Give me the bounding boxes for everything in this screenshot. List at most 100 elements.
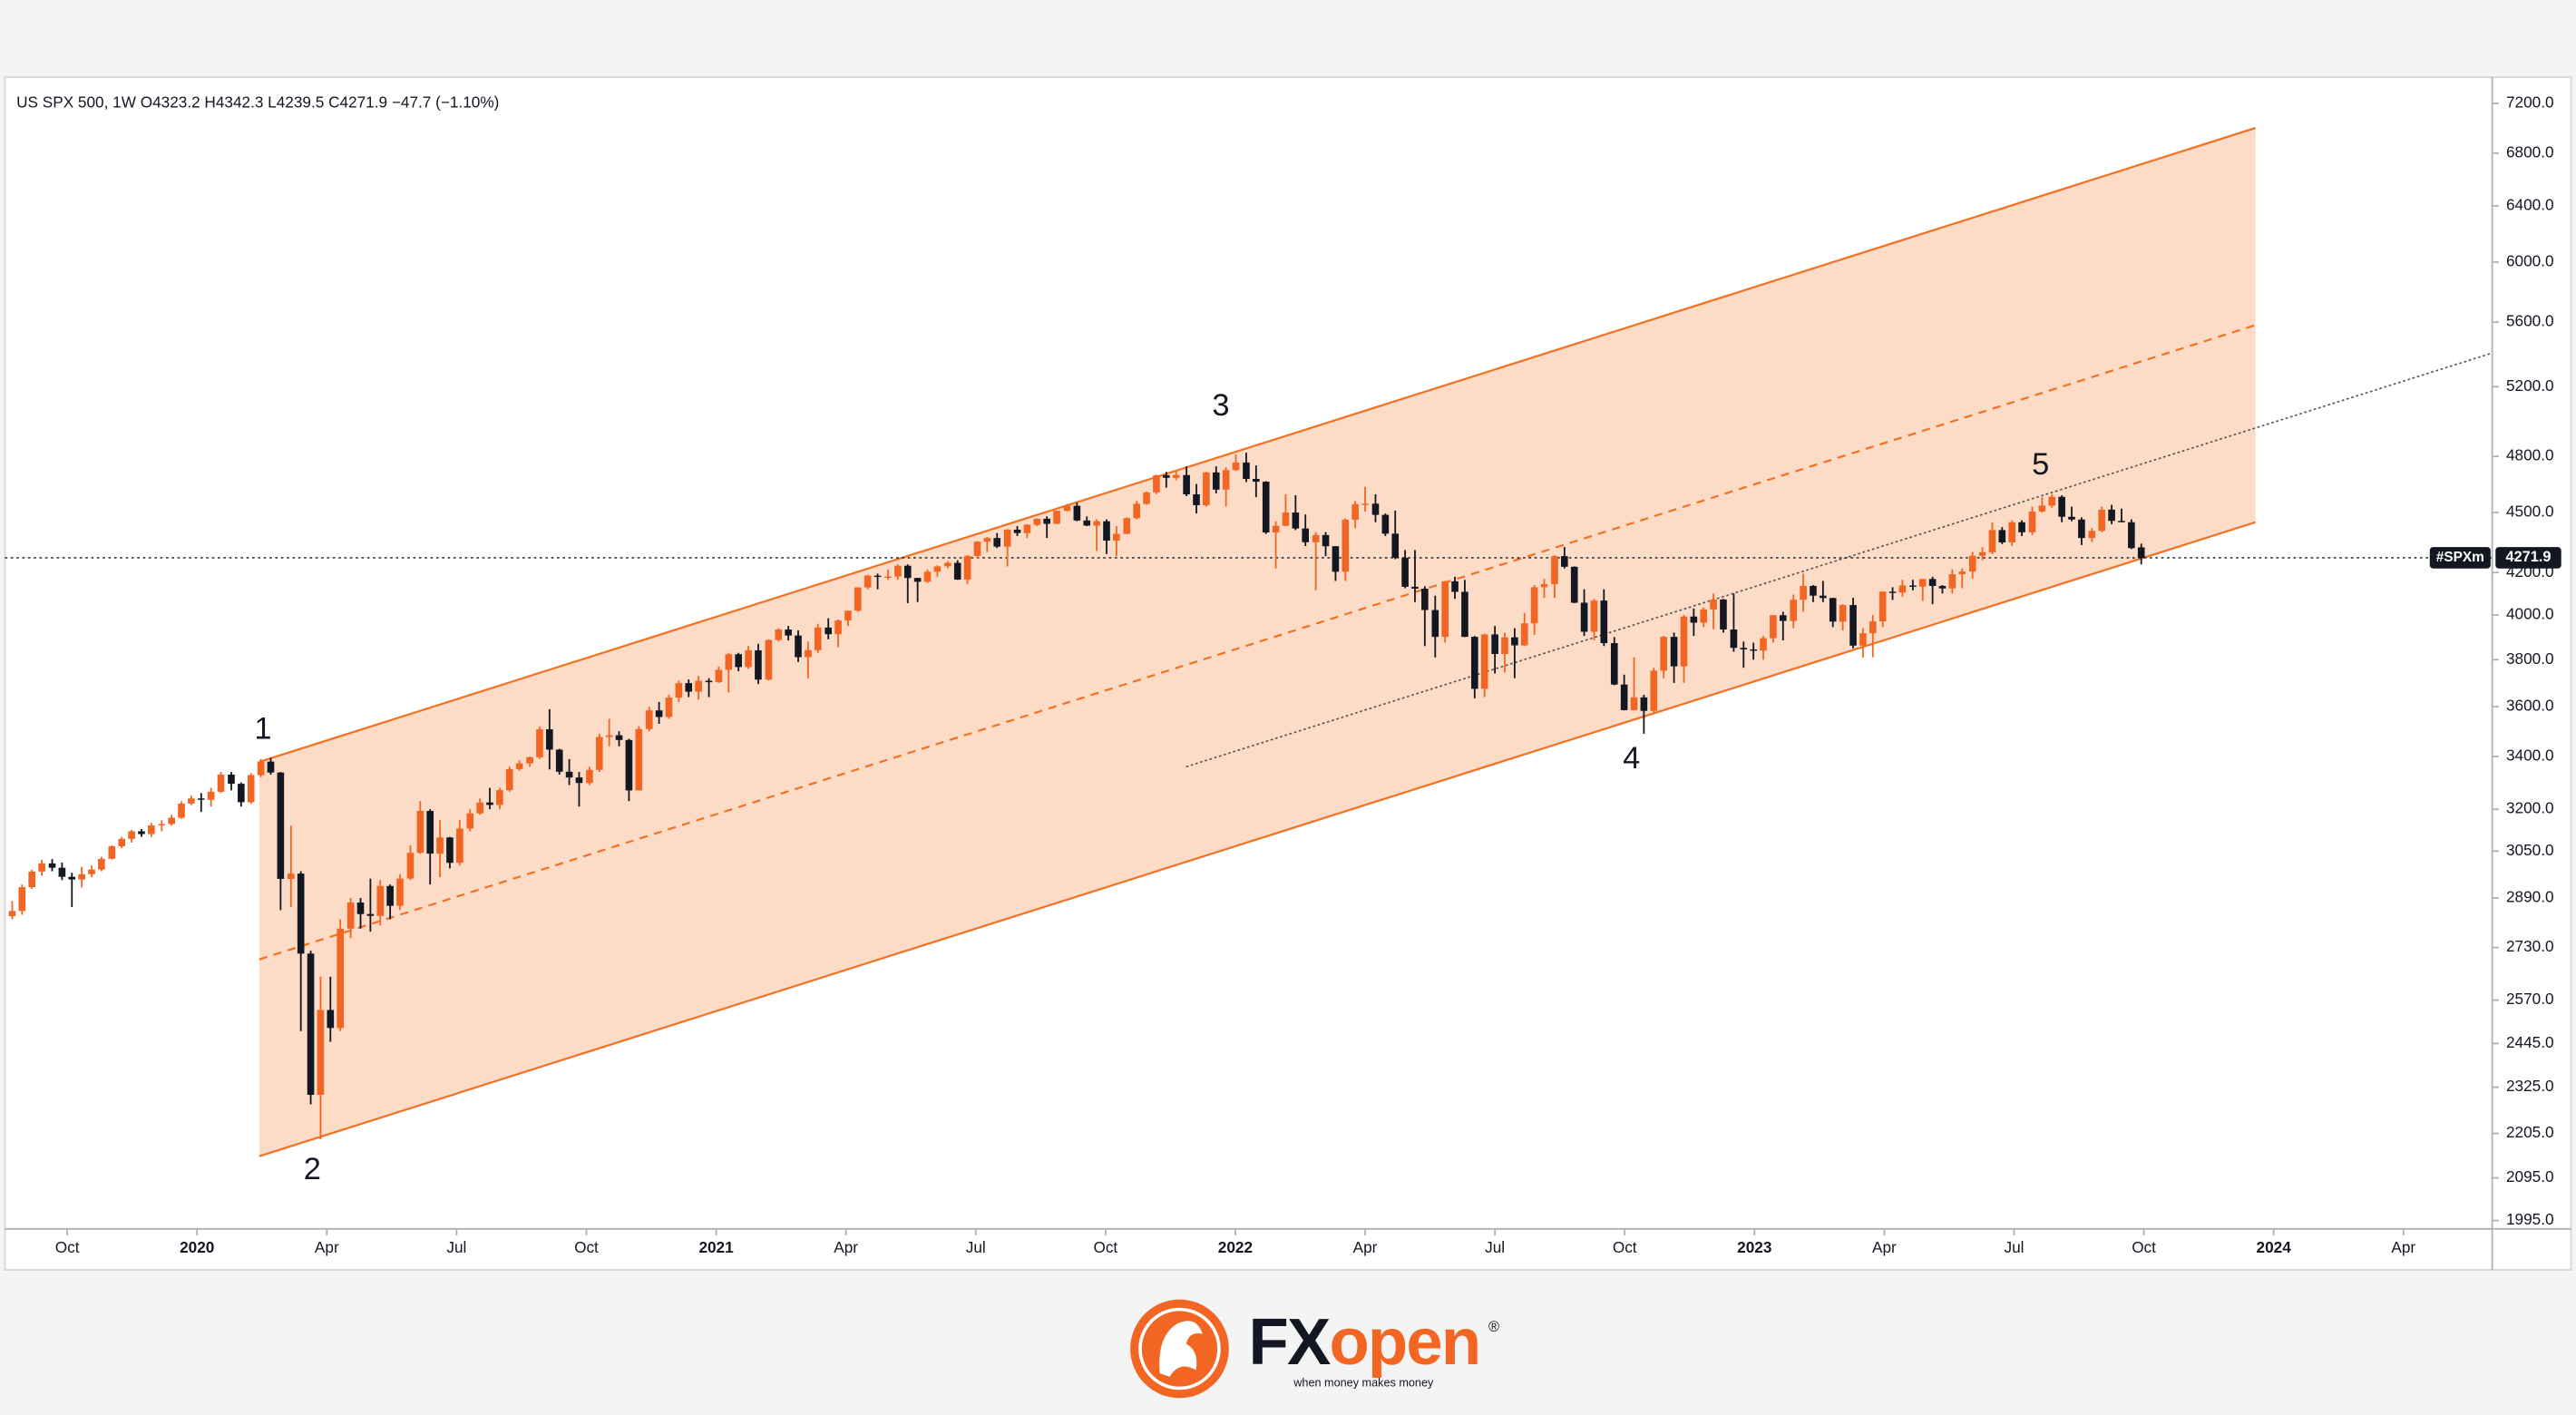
candle-body <box>1640 697 1648 711</box>
candle-body <box>8 911 16 917</box>
candle-body <box>933 566 942 572</box>
candle-body <box>346 902 355 929</box>
candle-body <box>755 649 762 680</box>
y-tick-label: 3200.0 <box>2506 799 2554 817</box>
candle-body <box>586 769 593 784</box>
x-tick-label: 2024 <box>2257 1238 2292 1256</box>
channel-upper <box>259 127 2256 763</box>
candle-body <box>1153 474 1160 493</box>
candle-body <box>197 798 205 800</box>
candle-body <box>158 824 166 826</box>
y-tick-label: 6000.0 <box>2506 252 2554 270</box>
candle-body <box>1770 615 1777 639</box>
candle-body <box>1888 591 1897 593</box>
candle-body <box>1720 599 1727 630</box>
candle-body <box>993 538 1001 547</box>
candle-body <box>1292 512 1300 529</box>
candle-body <box>1829 598 1837 622</box>
candle-body <box>128 831 135 839</box>
candle-body <box>1172 474 1180 478</box>
symbol-tag <box>2429 547 2491 569</box>
x-tick-label: Apr <box>1353 1238 1378 1256</box>
candle-body <box>1232 462 1240 471</box>
candle-body <box>1103 521 1110 542</box>
candle-body <box>1411 586 1419 589</box>
candle-body <box>1322 534 1330 547</box>
candle-body <box>48 863 56 868</box>
candle-body <box>446 837 454 864</box>
candle-body <box>1143 492 1150 504</box>
candle-body <box>138 831 145 834</box>
y-tick-label: 4500.0 <box>2506 503 2554 521</box>
logo-tagline: when money makes money <box>1293 1376 1434 1389</box>
candle-body <box>238 784 245 803</box>
candle-body <box>1272 525 1280 533</box>
candle-body <box>575 777 583 784</box>
candle-body <box>396 878 404 906</box>
symbol-tag-label: #SPXm <box>2436 550 2484 565</box>
candle-body <box>1938 585 1947 589</box>
candle-body <box>1133 503 1140 519</box>
logo-brand-suffix: open <box>1329 1305 1479 1379</box>
candle-body <box>834 620 842 635</box>
y-tick-label: 3400.0 <box>2506 747 2554 765</box>
candle-body <box>436 837 444 854</box>
candle-body <box>1610 643 1618 685</box>
y-tick-label: 3800.0 <box>2506 649 2554 668</box>
candle-body <box>884 576 892 579</box>
candle-body <box>1163 474 1170 478</box>
candle-body <box>1680 616 1688 667</box>
candle-body <box>2038 505 2046 512</box>
candle-body <box>705 680 713 683</box>
price-tag-label: 4271.9 <box>2506 549 2552 565</box>
candle-body <box>1391 533 1400 558</box>
candle-body <box>327 1010 335 1029</box>
candle-body <box>416 810 424 854</box>
candle-body <box>1898 585 1907 593</box>
candle-body <box>903 565 912 579</box>
candle-body <box>426 810 434 854</box>
candle-body <box>2048 496 2056 506</box>
candle-body <box>1859 633 1867 646</box>
y-tick-label: 7200.0 <box>2506 93 2554 112</box>
candle-body <box>188 798 195 804</box>
candle-body <box>1869 621 1877 634</box>
candle-body <box>1630 697 1638 710</box>
candle-body <box>1670 637 1678 667</box>
candle-body <box>1253 479 1260 483</box>
candle-body <box>635 728 643 791</box>
y-tick-label: 5600.0 <box>2506 312 2554 330</box>
candle-body <box>1451 581 1459 592</box>
candle-body <box>1332 546 1340 572</box>
candle-body <box>1312 534 1320 542</box>
x-tick-label: Jul <box>2004 1238 2024 1256</box>
candle-body <box>366 913 375 916</box>
wave-label: 5 <box>2032 447 2049 482</box>
candle-body <box>2028 511 2036 532</box>
candle-body <box>944 562 951 567</box>
candle-body <box>1480 634 1488 689</box>
x-tick-label: Jul <box>446 1238 466 1256</box>
candle-body <box>466 813 474 829</box>
candle-body <box>1302 528 1310 542</box>
candle-body <box>356 902 365 914</box>
wave-label: 1 <box>254 712 271 747</box>
candle-body <box>28 871 36 888</box>
candle-body <box>217 774 225 792</box>
channel-lower <box>259 521 2256 1157</box>
candle-body <box>1361 503 1369 505</box>
candle-body <box>795 635 802 658</box>
y-tick-label: 2205.0 <box>2506 1123 2554 1141</box>
candle-body <box>1909 585 1917 587</box>
candle-body <box>1083 520 1091 526</box>
candle-body <box>1730 629 1738 649</box>
candle-body <box>1222 470 1230 490</box>
y-tick-label: 5200.0 <box>2506 376 2554 395</box>
candle-body <box>1978 551 1986 556</box>
candle-body <box>1998 530 2006 543</box>
candle-body <box>805 649 812 658</box>
candle-body <box>1381 514 1390 534</box>
candle-body <box>58 867 66 877</box>
candle-body <box>1371 503 1380 515</box>
